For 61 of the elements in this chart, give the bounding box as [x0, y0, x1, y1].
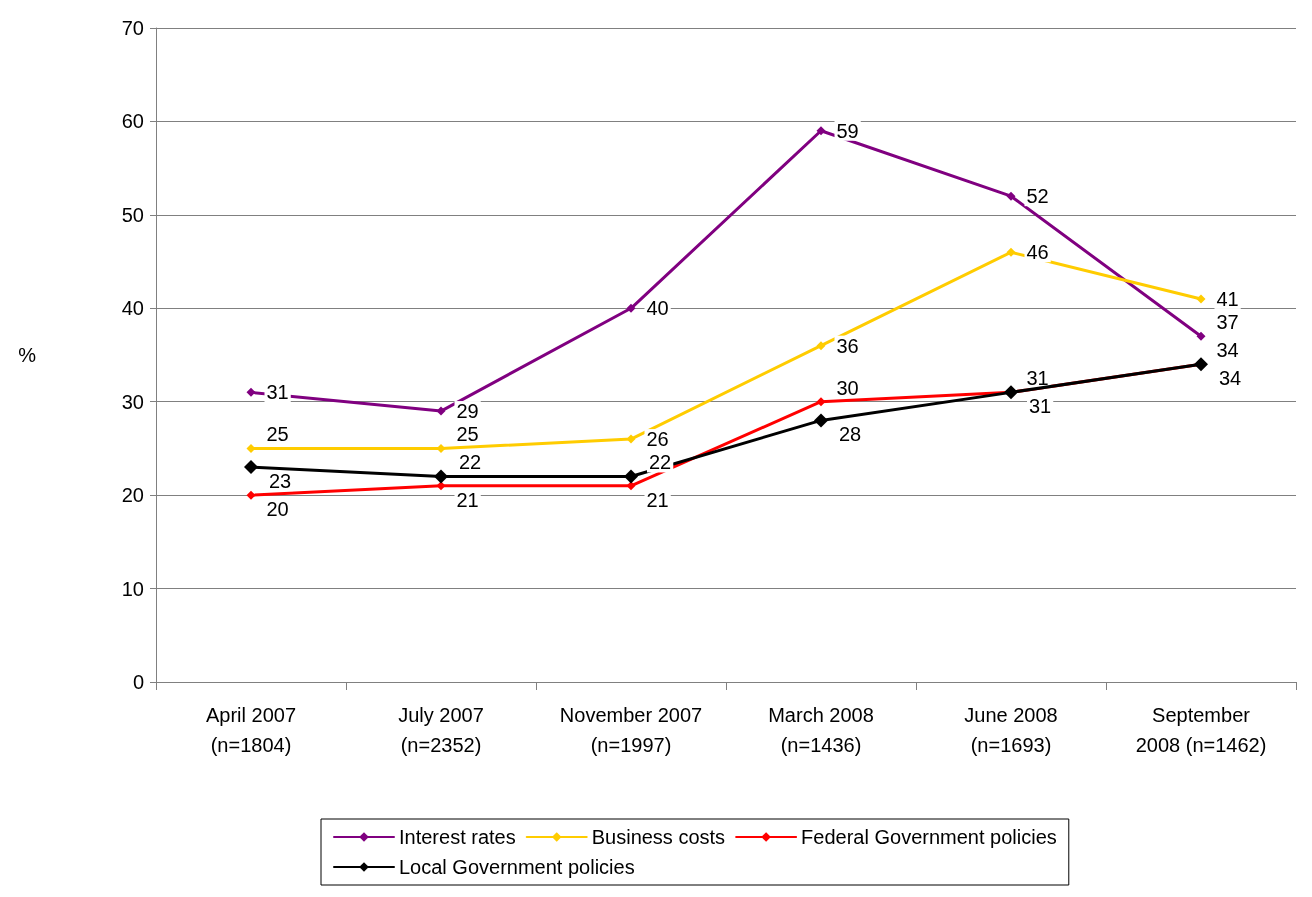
point — [1196, 294, 1206, 304]
y-tick-label: 60 — [121, 110, 144, 133]
x-tick-label: September 2008 (n=1462) — [1135, 704, 1267, 756]
data-label: 21 — [646, 488, 669, 511]
x-tick-label: June 2008 (n=1693) — [964, 704, 1058, 756]
y-axis-title: % — [18, 344, 37, 366]
legend-label: Business costs — [591, 826, 726, 848]
y-tick-label: 20 — [121, 484, 144, 507]
legend-label: Federal Government policies — [801, 826, 1057, 848]
legend-label: Interest rates — [399, 826, 516, 848]
data-label: 20 — [266, 498, 289, 521]
point — [436, 481, 446, 491]
data-label: 34 — [1216, 339, 1239, 362]
data-label: 22 — [459, 451, 482, 474]
x-tick-label: November 2007 (n=1997) — [559, 704, 703, 756]
point — [244, 460, 258, 475]
data-label: 22 — [649, 451, 672, 474]
point — [434, 469, 448, 484]
data-label: 25 — [456, 423, 479, 446]
data-label: 26 — [646, 428, 669, 451]
y-tick-label: 70 — [121, 17, 144, 39]
data-label: 21 — [456, 488, 479, 511]
point — [626, 481, 636, 491]
point — [246, 387, 256, 397]
data-label: 46 — [1026, 241, 1049, 264]
y-tick-label: 10 — [121, 577, 144, 600]
data-label: 37 — [1216, 311, 1239, 334]
point — [246, 490, 256, 500]
data-label: 29 — [456, 400, 479, 423]
y-tick-label: 0 — [132, 671, 144, 693]
data-label: 36 — [836, 334, 859, 357]
data-label: 59 — [836, 119, 859, 142]
x-tick-label: March 2008 (n=1436) — [768, 704, 874, 756]
point — [816, 341, 826, 351]
point — [814, 413, 828, 428]
point — [816, 397, 826, 407]
data-label: 23 — [269, 470, 292, 493]
data-label: 41 — [1216, 287, 1239, 310]
data-label: 31 — [266, 381, 289, 404]
x-tick-label: July 2007 (n=2352) — [398, 704, 484, 756]
point — [624, 469, 638, 484]
y-tick-label: 50 — [121, 203, 144, 226]
point — [1006, 247, 1016, 257]
data-label: 52 — [1026, 185, 1049, 208]
data-label: 31 — [1029, 395, 1052, 418]
point — [816, 126, 826, 136]
data-label: 30 — [836, 376, 859, 399]
y-tick-label: 40 — [121, 297, 144, 320]
y-tick-label: 30 — [121, 390, 144, 413]
legend-label: Local Government policies — [399, 856, 635, 878]
point — [1196, 331, 1206, 341]
data-label: 25 — [266, 423, 289, 446]
x-tick-label: April 2007 (n=1804) — [205, 704, 297, 756]
data-label: 40 — [646, 297, 669, 320]
point — [436, 406, 446, 416]
data-label: 34 — [1219, 367, 1242, 390]
data-label: 31 — [1026, 367, 1049, 390]
point — [1006, 191, 1016, 201]
point — [626, 434, 636, 444]
point — [626, 303, 636, 313]
data-label: 28 — [839, 423, 862, 446]
